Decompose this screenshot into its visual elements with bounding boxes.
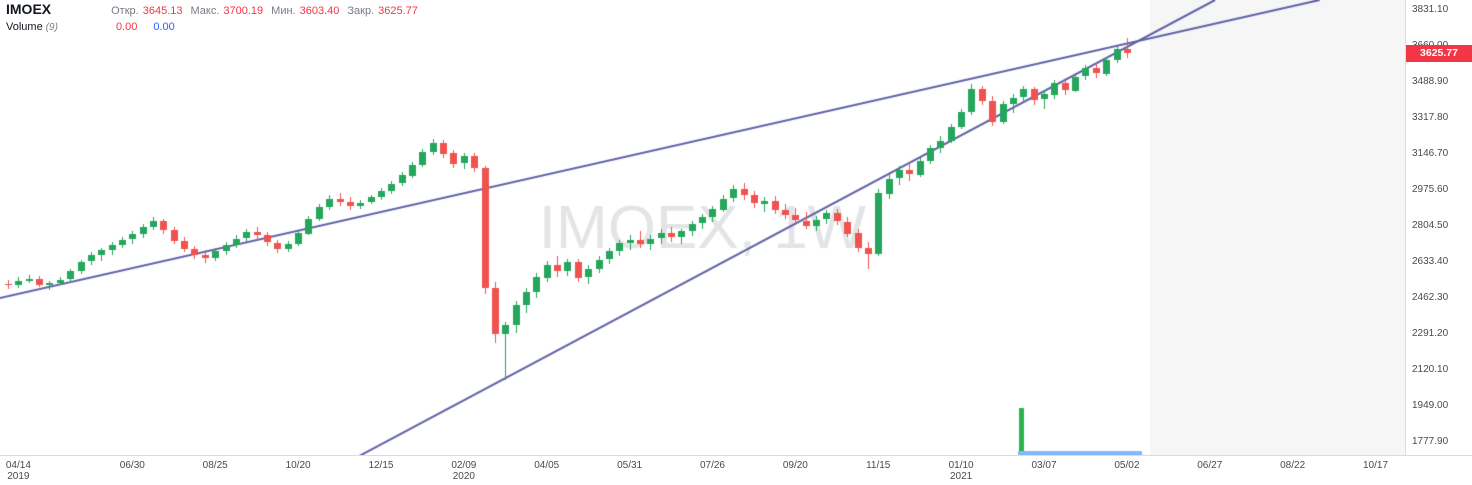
time-tick-label: 03/07	[1031, 460, 1057, 471]
price-tick-label: 1777.90	[1412, 436, 1449, 448]
volume-value-red: 0.00	[115, 21, 138, 33]
volume-label-text: Volume	[6, 21, 43, 33]
time-tick-label: 04/14 2019	[5, 460, 31, 482]
time-tick-label: 04/05	[534, 460, 560, 471]
open-label: Откр.	[111, 5, 139, 17]
price-tick-label: 2633.40	[1412, 256, 1449, 267]
time-tick-label: 09/20	[782, 460, 808, 471]
price-tick-label: 2291.20	[1412, 328, 1449, 339]
time-tick-label: 06/30	[119, 460, 145, 471]
close-value: 3625.77	[378, 5, 418, 17]
time-tick-label: 05/31	[617, 460, 643, 471]
time-tick-label: 01/10 2021	[948, 460, 974, 482]
close-label: Закр.	[347, 5, 375, 17]
time-axis[interactable]: 04/14 2019 06/30 08/25 10/20 12/15 02/09 2020 04…	[0, 455, 1472, 485]
price-tick-label: 2120.10	[1412, 364, 1449, 375]
low-value: 3603.40	[299, 5, 340, 17]
time-tick-label: 05/02	[1114, 460, 1140, 471]
time-tick-label: 08/22	[1280, 460, 1306, 471]
last-price-badge: 3625.77	[1406, 45, 1472, 63]
price-tick-label: 3488.90	[1412, 75, 1449, 87]
high-value: 3700.19	[223, 5, 264, 17]
price-tick-label: 3831.10	[1412, 3, 1449, 15]
time-tick-label: 07/26	[699, 460, 725, 471]
price-axis[interactable]: 3625.77 3831.103660.003488.903317.803146…	[1405, 0, 1472, 455]
price-tick-label: 1949.00	[1412, 400, 1449, 411]
ohlc-open: Откр. 3645.13	[111, 5, 182, 17]
volume-value-blue: 0.00	[153, 21, 175, 33]
volume-indicator-label[interactable]: Volume (9)	[6, 21, 58, 33]
time-tick-label: 02/09 2020	[451, 460, 477, 482]
price-tick-label: 3146.70	[1412, 148, 1449, 159]
volume-args: (9)	[45, 22, 58, 33]
price-tick-label: 2804.50	[1412, 220, 1449, 231]
ohlc-legend-row: IMOEX Откр. 3645.13 Макс. 3700.19 Мин. 3603…	[6, 1, 426, 20]
ohlc-close: Закр. 3625.77	[347, 5, 418, 17]
open-value: 3645.13	[142, 5, 183, 17]
time-tick-label: 08/25	[202, 460, 228, 471]
high-label: Макс.	[190, 5, 220, 17]
ohlc-high: Макс. 3700.19	[190, 5, 263, 17]
volume-legend-row: Volume (9) 0.00 0.00	[6, 21, 426, 40]
price-tick-label: 3317.80	[1412, 112, 1449, 123]
symbol-title[interactable]: IMOEX	[6, 1, 52, 17]
price-tick-label: 2975.60	[1412, 184, 1449, 195]
chart-legend: IMOEX Откр. 3645.13 Макс. 3700.19 Мин. 3603…	[6, 1, 426, 40]
time-tick-label: 10/17	[1363, 460, 1389, 471]
price-tick-label: 2462.30	[1412, 292, 1449, 303]
time-tick-label: 12/15	[368, 460, 394, 471]
time-tick-label: 10/20	[285, 460, 311, 471]
candlestick-chart-canvas[interactable]	[0, 0, 1405, 455]
time-tick-label: 06/27	[1197, 460, 1223, 471]
low-label: Мин.	[271, 5, 296, 17]
time-tick-label: 11/15	[866, 460, 891, 471]
ohlc-low: Мин. 3603.40	[271, 5, 339, 17]
